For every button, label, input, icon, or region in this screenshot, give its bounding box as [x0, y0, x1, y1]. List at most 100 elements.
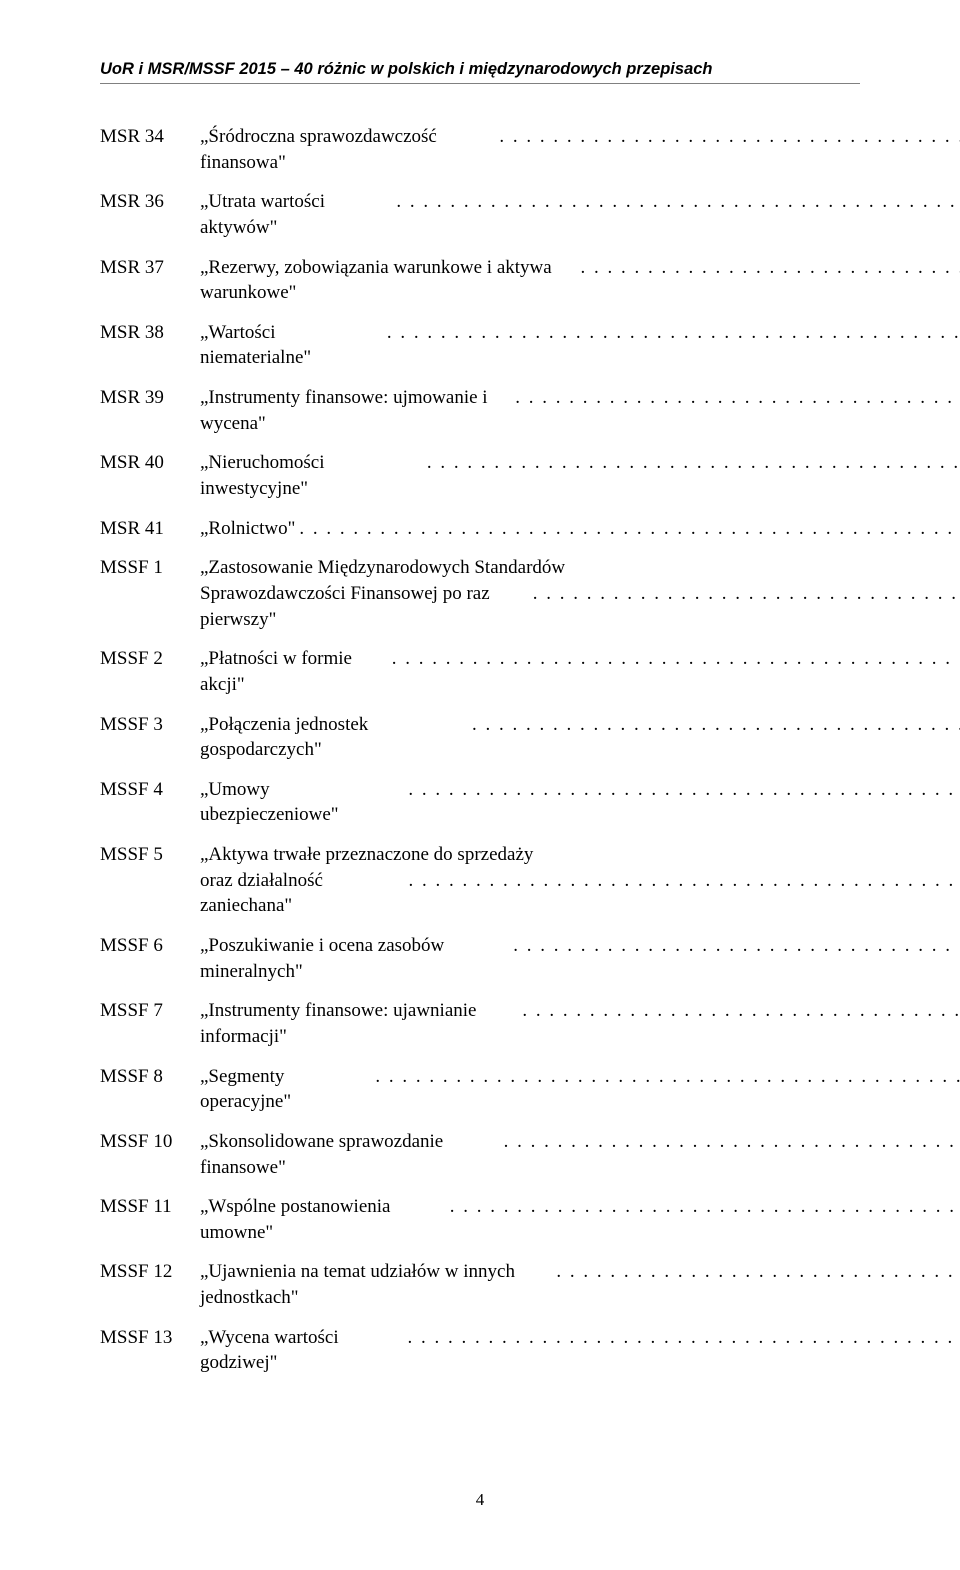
toc-leader-dots: [556, 1259, 960, 1285]
toc-title-line: „Wspólne postanowienia umowne"33: [200, 1194, 960, 1245]
toc-leader-dots: [450, 1194, 960, 1220]
toc-title-col: „Rolnictwo"27: [200, 516, 960, 542]
toc-leader-dots: [387, 320, 960, 346]
toc-title-text: „Rolnictwo": [200, 516, 295, 542]
toc-row: MSR 39„Instrumenty finansowe: ujmowanie …: [100, 385, 860, 436]
toc-code: MSSF 5: [100, 842, 200, 868]
toc-code: MSR 40: [100, 450, 200, 476]
toc-code: MSSF 10: [100, 1129, 200, 1155]
toc-title-col: „Instrumenty finansowe: ujawnianie infor…: [200, 998, 960, 1049]
toc-row: MSR 38„Wartości niematerialne"25: [100, 320, 860, 371]
toc-leader-dots: [299, 516, 960, 542]
toc-row: MSSF 2„Płatności w formie akcji"27: [100, 646, 860, 697]
toc-title-col: „Instrumenty finansowe: ujmowanie i wyce…: [200, 385, 960, 436]
toc-title-col: „Wspólne postanowienia umowne"33: [200, 1194, 960, 1245]
toc-title-col: „Wycena wartości godziwej"35: [200, 1325, 960, 1376]
toc-row: MSSF 12„Ujawnienia na temat udziałów w i…: [100, 1259, 860, 1310]
toc-title-line1: „Aktywa trwałe przeznaczone do sprzedaży: [200, 842, 960, 868]
toc-code: MSR 37: [100, 255, 200, 281]
toc-leader-dots: [396, 189, 960, 215]
toc-title-line: „Nieruchomości inwestycyjne"26: [200, 450, 960, 501]
toc-title-text: „Segmenty operacyjne": [200, 1064, 371, 1115]
toc-code: MSSF 12: [100, 1259, 200, 1285]
toc-title-line: „Umowy ubezpieczeniowe"29: [200, 777, 960, 828]
toc-code: MSR 38: [100, 320, 200, 346]
toc-title-line: „Utrata wartości aktywów"23: [200, 189, 960, 240]
toc-row: MSR 41„Rolnictwo"27: [100, 516, 860, 542]
toc-title-line: „Śródroczna sprawozdawczość finansowa"22: [200, 124, 960, 175]
page-header: UoR i MSR/MSSF 2015 – 40 różnic w polski…: [100, 60, 860, 84]
toc-title-col: „Poszukiwanie i ocena zasobów mineralnyc…: [200, 933, 960, 984]
toc-title-text: „Ujawnienia na temat udziałów w innych j…: [200, 1259, 552, 1310]
toc-title-line: „Połączenia jednostek gospodarczych"28: [200, 712, 960, 763]
toc-title-text: „Nieruchomości inwestycyjne": [200, 450, 423, 501]
toc-title-line: „Rolnictwo"27: [200, 516, 960, 542]
toc-row: MSR 40„Nieruchomości inwestycyjne"26: [100, 450, 860, 501]
toc-row: MSSF 11„Wspólne postanowienia umowne"33: [100, 1194, 860, 1245]
toc-leader-dots: [427, 450, 960, 476]
toc-title-line: „Poszukiwanie i ocena zasobów mineralnyc…: [200, 933, 960, 984]
toc-code: MSR 39: [100, 385, 200, 411]
toc-code: MSR 34: [100, 124, 200, 150]
toc-title-line: „Segmenty operacyjne"31: [200, 1064, 960, 1115]
table-of-contents: MSR 34„Śródroczna sprawozdawczość finans…: [100, 124, 860, 1376]
toc-leader-dots: [408, 777, 960, 803]
toc-leader-dots: [499, 124, 960, 150]
toc-code: MSSF 11: [100, 1194, 200, 1220]
toc-title-text: Sprawozdawczości Finansowej po raz pierw…: [200, 581, 529, 632]
toc-leader-dots: [515, 385, 960, 411]
toc-code: MSSF 7: [100, 998, 200, 1024]
toc-row: MSR 34„Śródroczna sprawozdawczość finans…: [100, 124, 860, 175]
toc-title-col: „Nieruchomości inwestycyjne"26: [200, 450, 960, 501]
document-page: UoR i MSR/MSSF 2015 – 40 różnic w polski…: [0, 0, 960, 1376]
toc-title-text: „Umowy ubezpieczeniowe": [200, 777, 404, 828]
toc-title-line: „Ujawnienia na temat udziałów w innych j…: [200, 1259, 960, 1310]
toc-title-col: „Zastosowanie Międzynarodowych Standardó…: [200, 555, 960, 632]
toc-row: MSSF 3„Połączenia jednostek gospodarczyc…: [100, 712, 860, 763]
toc-title-text: „Utrata wartości aktywów": [200, 189, 392, 240]
toc-row: MSR 37„Rezerwy, zobowiązania warunkowe i…: [100, 255, 860, 306]
toc-code: MSSF 6: [100, 933, 200, 959]
toc-code: MSSF 13: [100, 1325, 200, 1351]
toc-leader-dots: [513, 933, 960, 959]
toc-code: MSR 36: [100, 189, 200, 215]
toc-title-text: „Wartości niematerialne": [200, 320, 383, 371]
toc-leader-dots: [408, 1325, 960, 1351]
toc-title-col: „Aktywa trwałe przeznaczone do sprzedaży…: [200, 842, 960, 919]
toc-title-col: „Umowy ubezpieczeniowe"29: [200, 777, 960, 828]
toc-leader-dots: [522, 998, 960, 1024]
toc-title-col: „Połączenia jednostek gospodarczych"28: [200, 712, 960, 763]
toc-leader-dots: [408, 868, 960, 894]
toc-leader-dots: [472, 712, 960, 738]
toc-title-text: „Skonsolidowane sprawozdanie finansowe": [200, 1129, 500, 1180]
toc-leader-dots: [392, 646, 960, 672]
toc-row: MSSF 1„Zastosowanie Międzynarodowych Sta…: [100, 555, 860, 632]
page-number: 4: [476, 1490, 485, 1509]
toc-title-col: „Segmenty operacyjne"31: [200, 1064, 960, 1115]
toc-leader-dots: [375, 1064, 960, 1090]
toc-row: MSSF 6„Poszukiwanie i ocena zasobów mine…: [100, 933, 860, 984]
toc-title-text: oraz działalność zaniechana": [200, 868, 404, 919]
toc-title-text: „Aktywa trwałe przeznaczone do sprzedaży: [200, 842, 533, 868]
toc-title-line: „Instrumenty finansowe: ujawnianie infor…: [200, 998, 960, 1049]
toc-title-text: „Płatności w formie akcji": [200, 646, 388, 697]
toc-row: MSR 36„Utrata wartości aktywów"23: [100, 189, 860, 240]
toc-title-col: „Płatności w formie akcji"27: [200, 646, 960, 697]
toc-title-col: „Wartości niematerialne"25: [200, 320, 960, 371]
toc-title-text: „Poszukiwanie i ocena zasobów mineralnyc…: [200, 933, 509, 984]
toc-title-col: „Ujawnienia na temat udziałów w innych j…: [200, 1259, 960, 1310]
header-title: UoR i MSR/MSSF 2015 – 40 różnic w polski…: [100, 60, 860, 79]
toc-title-text: „Instrumenty finansowe: ujmowanie i wyce…: [200, 385, 511, 436]
toc-title-text: „Połączenia jednostek gospodarczych": [200, 712, 468, 763]
toc-title-col: „Rezerwy, zobowiązania warunkowe i aktyw…: [200, 255, 960, 306]
toc-code: MSSF 2: [100, 646, 200, 672]
toc-code: MSSF 3: [100, 712, 200, 738]
toc-title-line2: oraz działalność zaniechana"30: [200, 868, 960, 919]
toc-title-text: „Śródroczna sprawozdawczość finansowa": [200, 124, 495, 175]
toc-code: MSR 41: [100, 516, 200, 542]
toc-row: MSSF 4„Umowy ubezpieczeniowe"29: [100, 777, 860, 828]
toc-title-line: „Wycena wartości godziwej"35: [200, 1325, 960, 1376]
toc-title-text: „Wycena wartości godziwej": [200, 1325, 404, 1376]
toc-title-line: „Płatności w formie akcji"27: [200, 646, 960, 697]
toc-code: MSSF 1: [100, 555, 200, 581]
